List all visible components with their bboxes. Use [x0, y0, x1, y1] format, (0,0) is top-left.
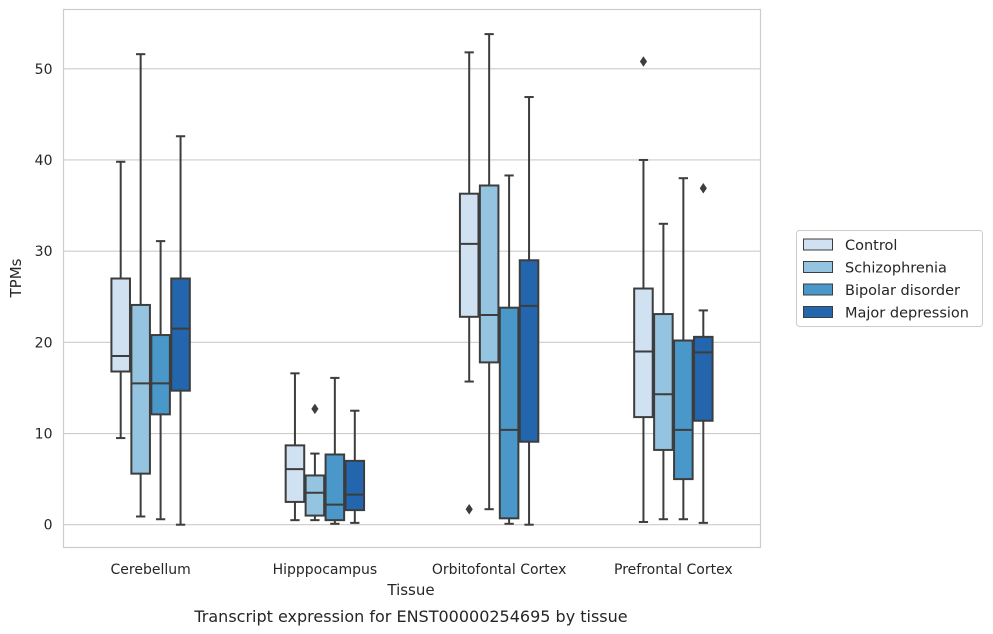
legend-label: Bipolar disorder	[845, 283, 960, 299]
legend-label: Control	[845, 238, 897, 254]
x-tick-label: Prefrontal Cortex	[614, 562, 733, 578]
outlier-marker	[311, 403, 319, 415]
box-bipolar-disorder	[673, 177, 694, 521]
y-axis-title: TPMs	[7, 258, 25, 298]
x-tick-labels: Cerebellum Hipppocampus Orbitofontal Corte…	[111, 562, 733, 578]
legend-swatch	[803, 306, 833, 318]
box-schizophrenia	[304, 403, 326, 522]
outlier-marker	[699, 182, 707, 194]
iqr-box	[653, 313, 674, 451]
y-tick-label: 30	[35, 244, 53, 260]
box-control	[633, 56, 654, 523]
legend-frame	[796, 230, 983, 327]
chart-caption: Transcript expression for ENST0000025469…	[193, 607, 627, 626]
box-bipolar-disorder	[324, 376, 346, 525]
box-control	[458, 51, 480, 515]
iqr-box	[284, 444, 306, 503]
iqr-box	[498, 306, 520, 520]
x-axis-title: Tissue	[386, 581, 434, 599]
legend-swatch	[803, 283, 833, 296]
box-bipolar-disorder	[498, 174, 520, 525]
x-tick-label: Cerebellum	[111, 562, 191, 578]
y-tick-label: 10	[35, 427, 53, 443]
y-tick-label: 40	[35, 153, 53, 169]
box-major-depression	[170, 135, 191, 526]
iqr-box	[633, 287, 654, 419]
outlier-marker	[639, 56, 648, 67]
gridlines	[63, 68, 761, 526]
iqr-box	[170, 277, 191, 392]
iqr-box	[150, 334, 171, 416]
y-tick-labels: 0 10 20 30 40 50	[35, 62, 53, 534]
iqr-box	[693, 335, 714, 422]
box-bipolar-disorder	[150, 240, 171, 521]
outlier-marker	[465, 503, 473, 515]
iqr-box	[673, 339, 694, 481]
iqr-box	[304, 474, 326, 517]
box-major-depression	[344, 409, 366, 524]
iqr-box	[478, 184, 500, 364]
y-tick-label: 0	[44, 518, 53, 534]
legend-label: Schizophrenia	[845, 261, 947, 277]
box-control	[110, 160, 131, 440]
iqr-box	[324, 453, 346, 522]
legend-label: Major depression	[845, 306, 969, 322]
box-major-depression	[693, 182, 714, 524]
iqr-box	[518, 259, 540, 443]
box-major-depression	[518, 96, 540, 526]
plot-frame	[62, 8, 762, 549]
y-tick-label: 50	[35, 62, 53, 78]
box-control	[284, 372, 306, 522]
iqr-box	[130, 303, 151, 475]
x-tick-label: Hipppocampus	[273, 562, 378, 578]
iqr-box	[110, 277, 131, 373]
legend-swatch	[803, 261, 833, 273]
legend: Control Schizophrenia Bipolar disorder Majo…	[796, 230, 983, 327]
legend-swatch	[803, 238, 833, 251]
x-tick-label: Orbitofontal Cortex	[432, 562, 567, 578]
box-marks	[110, 33, 714, 526]
box-schizophrenia	[653, 222, 674, 521]
iqr-box	[344, 459, 366, 512]
y-tick-label: 20	[35, 335, 53, 351]
box-schizophrenia	[478, 33, 500, 511]
iqr-box	[458, 192, 480, 318]
box-schizophrenia	[130, 53, 151, 518]
